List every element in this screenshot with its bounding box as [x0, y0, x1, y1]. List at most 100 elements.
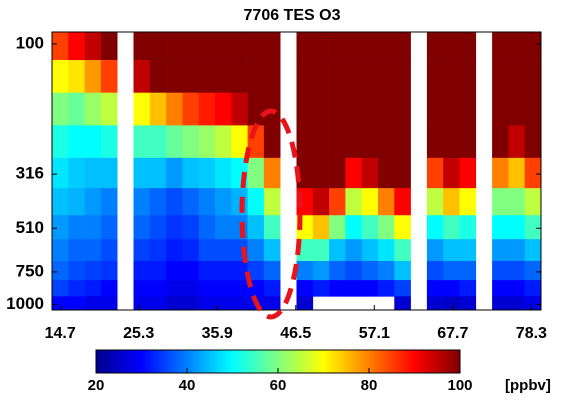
heatmap-cell: [394, 32, 411, 61]
heatmap-cell: [198, 157, 216, 189]
y-tick-label: 510: [16, 218, 44, 237]
heatmap-cell: [166, 260, 183, 281]
heatmap-cell: [296, 260, 314, 281]
heatmap-cell: [182, 32, 199, 61]
colorbar-tick-label: 40: [179, 377, 196, 394]
heatmap-cell: [508, 296, 525, 311]
heatmap-cell: [100, 296, 118, 311]
heatmap-cell: [198, 125, 216, 159]
heatmap-cell: [182, 60, 199, 93]
heatmap-cell: [52, 280, 69, 297]
heatmap-cell: [443, 60, 460, 93]
heatmap-cell: [149, 296, 167, 311]
heatmap-cell: [329, 125, 346, 159]
heatmap-cell: [52, 92, 69, 126]
plot-frame: [51, 31, 542, 311]
heatmap-cell: [100, 188, 118, 216]
heatmap-cell: [68, 188, 85, 216]
highlight-ellipse: [239, 108, 303, 320]
heatmap-cell: [426, 296, 444, 311]
heatmap-cell: [182, 188, 199, 216]
heatmap-cell: [426, 92, 444, 126]
heatmap-cell: [52, 60, 69, 93]
heatmap-cell: [215, 296, 232, 311]
heatmap-cell: [492, 296, 509, 311]
heatmap-cell: [215, 239, 232, 262]
x-tick-label: 78.3: [516, 325, 547, 342]
heatmap-cell: [100, 280, 118, 297]
heatmap-cell: [459, 125, 477, 159]
heatmap-cell: [133, 60, 151, 93]
heatmap-cell: [149, 60, 167, 93]
heatmap-cell: [133, 32, 151, 61]
heatmap-cell: [426, 32, 444, 61]
heatmap-cell: [296, 32, 314, 61]
heatmap-cell: [361, 215, 379, 240]
colorbar-tick-label: 100: [447, 377, 472, 394]
heatmap-cell: [149, 157, 167, 189]
heatmap-cell: [426, 60, 444, 93]
heatmap-cell: [459, 32, 477, 61]
heatmap-cell: [508, 60, 525, 93]
heatmap-cell: [52, 188, 69, 216]
heatmap-cell: [231, 32, 248, 61]
heatmap-cell: [312, 188, 330, 216]
x-tick-label: 57.1: [359, 325, 390, 342]
heatmap-cell: [492, 260, 509, 281]
heatmap-cell: [329, 260, 346, 281]
heatmap-cell: [508, 157, 525, 189]
heatmap-cell: [459, 239, 477, 262]
heatmap-cell: [345, 60, 362, 93]
heatmap-cell: [198, 280, 216, 297]
heatmap-cell: [492, 92, 509, 126]
heatmap-cell: [394, 260, 411, 281]
heatmap-cell: [394, 92, 411, 126]
heatmap-cell: [361, 188, 379, 216]
heatmap-cell: [312, 260, 330, 281]
heatmap-cell: [149, 215, 167, 240]
chart-title: 7706 TES O3: [244, 7, 341, 24]
heatmap-cell: [84, 60, 102, 93]
heatmap-cell: [84, 260, 102, 281]
heatmap-cell: [133, 239, 151, 262]
heatmap-cell: [459, 296, 477, 311]
heatmap-cell: [426, 215, 444, 240]
heatmap-cell: [394, 188, 411, 216]
heatmap-cell: [443, 92, 460, 126]
heatmap-cell: [329, 92, 346, 126]
heatmap-cell: [215, 125, 232, 159]
heatmap-cell: [149, 239, 167, 262]
y-tick-label: 316: [16, 164, 44, 183]
heatmap-cell: [263, 260, 281, 281]
heatmap-cell: [68, 280, 85, 297]
heatmap-cell: [263, 60, 281, 93]
heatmap-cell: [524, 260, 542, 281]
heatmap-cell: [182, 92, 199, 126]
heatmap-cell: [247, 60, 265, 93]
heatmap-cell: [524, 239, 542, 262]
heatmap-cell: [182, 260, 199, 281]
heatmap-cell: [296, 296, 314, 311]
heatmap-cell: [508, 215, 525, 240]
heatmap-cell: [166, 188, 183, 216]
heatmap-cell: [426, 188, 444, 216]
heatmap-cell: [361, 92, 379, 126]
heatmap-cell: [378, 60, 395, 93]
heatmap-cell: [296, 280, 314, 297]
heatmap-cell: [296, 60, 314, 93]
heatmap-cell: [247, 157, 265, 189]
heatmap-cell: [329, 60, 346, 93]
heatmap-cell: [361, 239, 379, 262]
heatmap-cell: [84, 92, 102, 126]
heatmap-cell: [100, 92, 118, 126]
heatmap-cell: [182, 280, 199, 297]
heatmap-cell: [133, 188, 151, 216]
heatmap-cell: [198, 260, 216, 281]
heatmap-cell: [100, 157, 118, 189]
heatmap-cell: [345, 92, 362, 126]
heatmap-cell: [149, 260, 167, 281]
heatmap-cell: [492, 188, 509, 216]
heatmap-cell: [166, 296, 183, 311]
heatmap-cell: [361, 260, 379, 281]
